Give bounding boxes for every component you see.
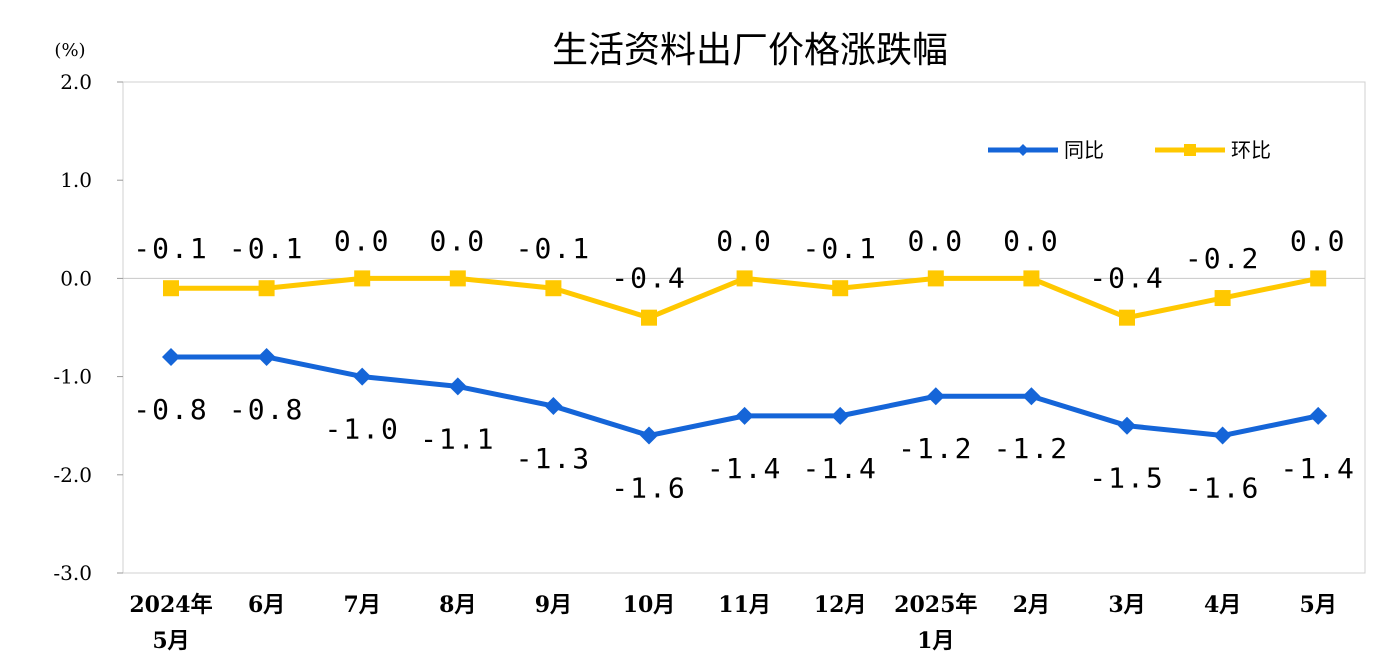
data-point-mom xyxy=(258,280,275,297)
data-point-yoy xyxy=(448,377,467,396)
data-point-yoy xyxy=(162,347,180,366)
data-point-yoy xyxy=(831,406,850,425)
x-tick-label: 2024年 xyxy=(129,592,212,618)
x-tick-label: 5月 xyxy=(152,628,189,654)
data-label-yoy: -1.4 xyxy=(1280,452,1355,485)
legend-marker-yoy xyxy=(1017,144,1029,156)
data-point-yoy xyxy=(544,397,563,416)
data-point-yoy xyxy=(1022,387,1041,406)
data-point-mom xyxy=(736,270,753,287)
data-label-mom: -0.1 xyxy=(802,232,877,265)
y-tick-label: 2.0 xyxy=(60,70,92,94)
x-tick-label: 11月 xyxy=(718,592,771,618)
x-tick-label: 6月 xyxy=(248,592,285,618)
data-label-mom: -0.2 xyxy=(1185,242,1260,275)
data-point-yoy xyxy=(1213,426,1232,445)
chart-title: 生活资料出厂价格涨跌幅 xyxy=(552,30,948,71)
data-label-mom: -0.1 xyxy=(133,232,208,265)
data-label-yoy: -1.4 xyxy=(707,452,782,485)
x-tick-label: 7月 xyxy=(344,592,381,618)
data-point-mom xyxy=(449,270,466,287)
legend-label-mom: 环比 xyxy=(1231,138,1271,162)
data-point-mom xyxy=(545,280,562,297)
data-point-mom xyxy=(927,270,944,287)
data-label-mom: -0.4 xyxy=(611,262,686,295)
data-label-mom: -0.1 xyxy=(516,232,591,265)
data-point-yoy xyxy=(926,387,945,406)
axes: 2.0 1.0 0.0 -1.0 -2.0 -3.0 2024年 5月 6月 7月 8月 9月 10月 1… xyxy=(53,70,1365,654)
data-label-yoy: -1.3 xyxy=(516,442,591,475)
x-tick-label: 2025年 xyxy=(894,592,977,618)
data-point-mom xyxy=(163,280,179,297)
data-point-mom xyxy=(641,309,657,326)
data-point-mom xyxy=(1119,309,1135,326)
data-label-mom: -0.1 xyxy=(229,232,304,265)
data-label-yoy: -1.2 xyxy=(898,432,973,465)
data-label-yoy: -1.4 xyxy=(802,452,877,485)
data-label-yoy: -1.1 xyxy=(420,422,495,455)
data-point-mom xyxy=(1214,290,1231,307)
data-labels: -0.8 -0.8 -1.0 -1.1 -1.3 -1.6 -1.4 -1.4 -1.2 -1.2… xyxy=(133,224,1355,505)
data-point-mom xyxy=(1310,270,1327,287)
data-label-mom: 0.0 xyxy=(716,224,773,257)
data-label-yoy: -1.2 xyxy=(994,432,1069,465)
x-tick-label: 3月 xyxy=(1108,592,1145,618)
data-point-yoy xyxy=(257,347,276,366)
data-point-mom xyxy=(832,280,849,297)
data-point-yoy xyxy=(735,406,754,425)
data-point-yoy xyxy=(1309,406,1328,425)
data-label-yoy: -1.6 xyxy=(1185,472,1260,505)
data-label-yoy: -0.8 xyxy=(133,393,208,426)
y-tick-label: -1.0 xyxy=(53,365,92,389)
data-point-mom xyxy=(354,270,371,287)
data-label-yoy: -1.6 xyxy=(611,472,686,505)
data-point-yoy xyxy=(640,426,658,445)
x-tick-label: 12月 xyxy=(814,592,867,618)
x-tick-label: 10月 xyxy=(623,592,676,618)
x-tick-label: 2月 xyxy=(1013,592,1050,618)
data-point-yoy xyxy=(353,367,372,386)
x-tick-label: 9月 xyxy=(535,592,572,618)
y-unit-label: (%) xyxy=(54,40,85,61)
data-label-mom: 0.0 xyxy=(1290,224,1347,257)
data-label-mom: 0.0 xyxy=(1003,224,1060,257)
data-label-mom: 0.0 xyxy=(908,224,965,257)
data-label-mom: -0.4 xyxy=(1089,262,1164,295)
y-tick-label: 0.0 xyxy=(60,266,92,290)
y-tick-label: 1.0 xyxy=(60,168,92,192)
y-tick-label: -2.0 xyxy=(53,463,92,487)
series-layer xyxy=(162,270,1328,445)
data-label-yoy: -1.5 xyxy=(1089,462,1164,495)
x-tick-label: 8月 xyxy=(439,592,476,618)
y-tick-label: -3.0 xyxy=(53,561,92,585)
data-point-mom xyxy=(1023,270,1040,287)
plot-area xyxy=(122,81,1366,574)
data-point-yoy xyxy=(1118,416,1136,435)
legend-marker-mom xyxy=(1184,144,1196,156)
x-tick-label: 4月 xyxy=(1204,592,1241,618)
data-label-yoy: -1.0 xyxy=(324,413,399,446)
legend-label-yoy: 同比 xyxy=(1064,138,1104,162)
data-label-mom: 0.0 xyxy=(334,224,391,257)
data-label-yoy: -0.8 xyxy=(229,393,304,426)
data-label-mom: 0.0 xyxy=(430,224,487,257)
x-tick-label: 1月 xyxy=(917,628,954,654)
x-tick-label: 5月 xyxy=(1300,592,1337,618)
legend: 同比 环比 xyxy=(988,138,1271,162)
